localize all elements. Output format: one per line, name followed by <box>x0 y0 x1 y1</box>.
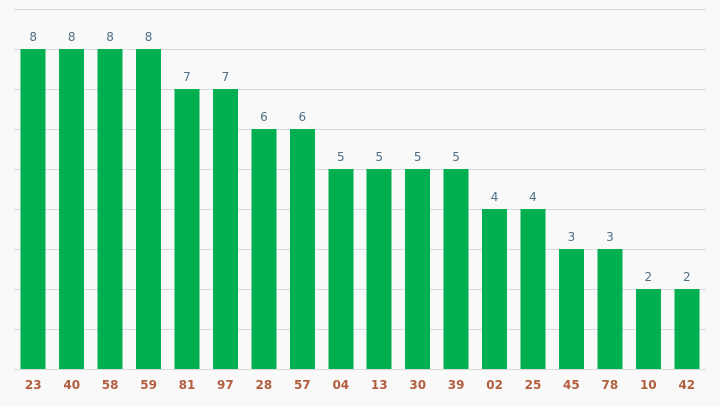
value-label-58: 8 <box>106 30 114 44</box>
value-label-40: 8 <box>68 30 76 44</box>
bar-57 <box>289 129 315 369</box>
value-label-57: 6 <box>298 110 306 124</box>
bar-97 <box>212 89 238 369</box>
bar-13 <box>366 169 392 369</box>
bar-28 <box>251 129 277 369</box>
x-tick-label-81: 81 <box>179 378 196 392</box>
value-label-39: 5 <box>452 150 460 164</box>
x-tick-label-57: 57 <box>294 378 311 392</box>
x-tick-label-39: 39 <box>448 378 465 392</box>
value-labels: 8 8 8 8 7 7 6 6 5 5 5 5 4 4 3 3 2 2 <box>29 30 690 284</box>
x-axis-tick-labels: 23 40 58 59 81 97 28 57 04 13 30 39 02 25 45 78 10 42 <box>25 378 695 392</box>
bar-10 <box>635 289 661 369</box>
value-label-04: 5 <box>337 150 345 164</box>
x-tick-label-02: 02 <box>486 378 503 392</box>
bar-39 <box>443 169 469 369</box>
x-tick-label-23: 23 <box>25 378 42 392</box>
bar-45 <box>558 249 584 369</box>
value-label-10: 2 <box>644 270 652 284</box>
x-tick-label-78: 78 <box>602 378 619 392</box>
value-label-30: 5 <box>414 150 422 164</box>
value-label-59: 8 <box>145 30 153 44</box>
x-tick-label-04: 04 <box>332 378 349 392</box>
gridlines <box>14 9 706 370</box>
x-tick-label-30: 30 <box>409 378 426 392</box>
bar-42 <box>674 289 700 369</box>
value-label-42: 2 <box>683 270 691 284</box>
x-tick-label-58: 58 <box>102 378 119 392</box>
value-label-45: 3 <box>568 230 576 244</box>
bar-40 <box>59 49 85 369</box>
x-tick-label-13: 13 <box>371 378 388 392</box>
x-tick-label-59: 59 <box>140 378 157 392</box>
value-label-97: 7 <box>222 70 230 84</box>
x-tick-label-40: 40 <box>63 378 80 392</box>
bar-81 <box>174 89 200 369</box>
bar-58 <box>97 49 123 369</box>
bar-78 <box>597 249 623 369</box>
value-label-25: 4 <box>529 190 537 204</box>
bar-30 <box>405 169 431 369</box>
value-label-13: 5 <box>375 150 383 164</box>
x-tick-label-42: 42 <box>678 378 695 392</box>
x-tick-label-10: 10 <box>640 378 657 392</box>
bar-02 <box>482 209 508 369</box>
value-label-81: 7 <box>183 70 191 84</box>
bar-59 <box>136 49 162 369</box>
value-label-02: 4 <box>491 190 499 204</box>
value-label-28: 6 <box>260 110 268 124</box>
bar-04 <box>328 169 354 369</box>
value-label-78: 3 <box>606 230 614 244</box>
x-tick-label-28: 28 <box>256 378 273 392</box>
x-tick-label-25: 25 <box>525 378 542 392</box>
x-tick-label-97: 97 <box>217 378 234 392</box>
bars <box>20 49 700 369</box>
value-label-23: 8 <box>29 30 37 44</box>
bar-23 <box>20 49 46 369</box>
x-tick-label-45: 45 <box>563 378 580 392</box>
bar-25 <box>520 209 546 369</box>
